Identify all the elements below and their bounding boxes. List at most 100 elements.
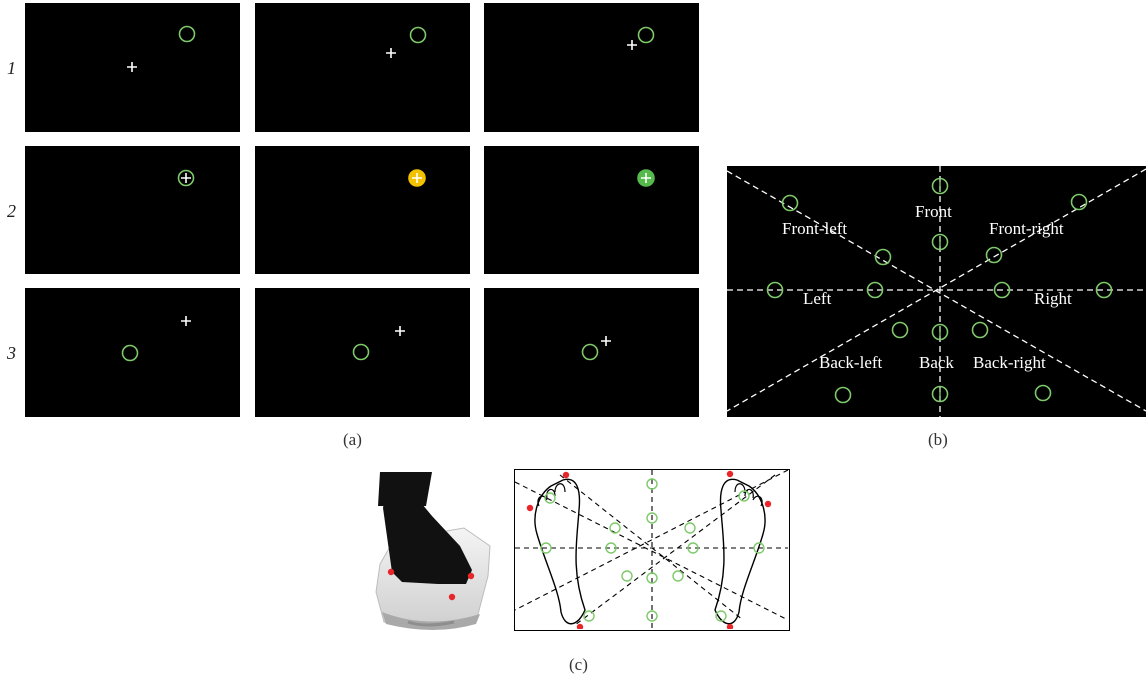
target [687, 542, 699, 554]
panel-graphic [127, 25, 196, 72]
trial-panel-2-3 [484, 146, 699, 274]
right-toes [734, 483, 763, 507]
target-circle [409, 26, 427, 44]
cursor-cross [127, 62, 137, 72]
right-foot-outline [714, 478, 766, 625]
direction-diagram: Front Front-left Front-right Left Right … [726, 166, 1147, 417]
target [544, 492, 556, 504]
marker [764, 500, 772, 508]
target-back-right-far [1034, 384, 1052, 402]
foot-schematic-graphic [514, 469, 789, 631]
target-circle [178, 25, 196, 43]
marker [726, 470, 734, 478]
row-label-3: 3 [7, 343, 16, 363]
cursor-cross [601, 336, 611, 346]
marker [576, 623, 584, 631]
caption-a: (a) [343, 430, 362, 449]
caption-b: (b) [928, 430, 948, 449]
target [583, 610, 595, 622]
target-front-right-near [985, 246, 1003, 264]
board-base [382, 612, 480, 630]
cursor-cross [641, 173, 651, 183]
target-front-near [931, 233, 949, 251]
leg [383, 492, 472, 584]
label-front-left: Front-left [782, 219, 848, 238]
target [609, 522, 621, 534]
target-back-left-near [891, 321, 909, 339]
panel-graphic [627, 26, 655, 50]
foot-schematic [514, 469, 790, 631]
panel-graphic [177, 169, 195, 187]
leg-top [378, 472, 432, 506]
target [621, 570, 633, 582]
target-circle [581, 343, 599, 361]
left-toes [537, 483, 566, 507]
trial-panel-1-1 [25, 3, 240, 132]
target-front-left-near [874, 248, 892, 266]
target-right-far [1095, 281, 1113, 299]
target [738, 490, 750, 502]
row-label-1: 1 [7, 58, 16, 78]
label-front: Front [915, 202, 952, 221]
marker-heel [387, 568, 395, 576]
target [684, 522, 696, 534]
trial-panel-2-2 [255, 146, 470, 274]
target-right-near [993, 281, 1011, 299]
marker-side [448, 593, 456, 601]
marker-toe [467, 572, 475, 580]
trial-panel-1-3 [484, 3, 699, 132]
panel-graphic [352, 326, 405, 361]
trial-panel-3-1 [25, 288, 240, 417]
label-right: Right [1034, 289, 1072, 308]
target-circle [177, 169, 195, 187]
trial-panel-3-3 [484, 288, 699, 417]
board-edge [407, 620, 455, 627]
label-back-right: Back-right [973, 353, 1046, 372]
label-front-right: Front-right [989, 219, 1064, 238]
label-left: Left [803, 289, 832, 308]
target-left-near [866, 281, 884, 299]
marker [726, 623, 734, 631]
target [646, 512, 658, 524]
target [646, 478, 658, 490]
cursor-cross [627, 40, 637, 50]
target [540, 542, 552, 554]
direction-lines [726, 166, 1147, 417]
cursor-cross [181, 173, 191, 183]
target-front-right-far [1070, 193, 1088, 211]
left-foot-outline [534, 478, 586, 625]
target-circle [352, 343, 370, 361]
target-back-far [931, 385, 949, 403]
target-circle [121, 344, 139, 362]
target [753, 542, 765, 554]
target [715, 610, 727, 622]
panel-graphic [637, 169, 655, 187]
panel-graphic [386, 26, 427, 58]
target-circle [637, 26, 655, 44]
cursor-cross [412, 173, 422, 183]
target [672, 570, 684, 582]
target-left-far [766, 281, 784, 299]
target-back-near [931, 323, 949, 341]
label-back: Back [919, 353, 954, 372]
balance-board-photo [368, 472, 498, 634]
target-front-far [931, 177, 949, 195]
target [646, 572, 658, 584]
panel-graphic [408, 169, 426, 187]
marker [562, 471, 570, 479]
panel-graphic [121, 316, 191, 362]
label-back-left: Back-left [819, 353, 883, 372]
target [646, 610, 658, 622]
cursor-cross [395, 326, 405, 336]
cursor-cross [181, 316, 191, 326]
trial-panel-2-1 [25, 146, 240, 274]
marker [526, 504, 534, 512]
target-back-right-near [971, 321, 989, 339]
trial-panel-1-2 [255, 3, 470, 132]
caption-c: (c) [569, 655, 588, 674]
cursor-cross [386, 48, 396, 58]
row-label-2: 2 [7, 201, 16, 221]
panel-graphic [581, 336, 611, 361]
board-illustration [375, 472, 491, 630]
trial-panel-3-2 [255, 288, 470, 417]
